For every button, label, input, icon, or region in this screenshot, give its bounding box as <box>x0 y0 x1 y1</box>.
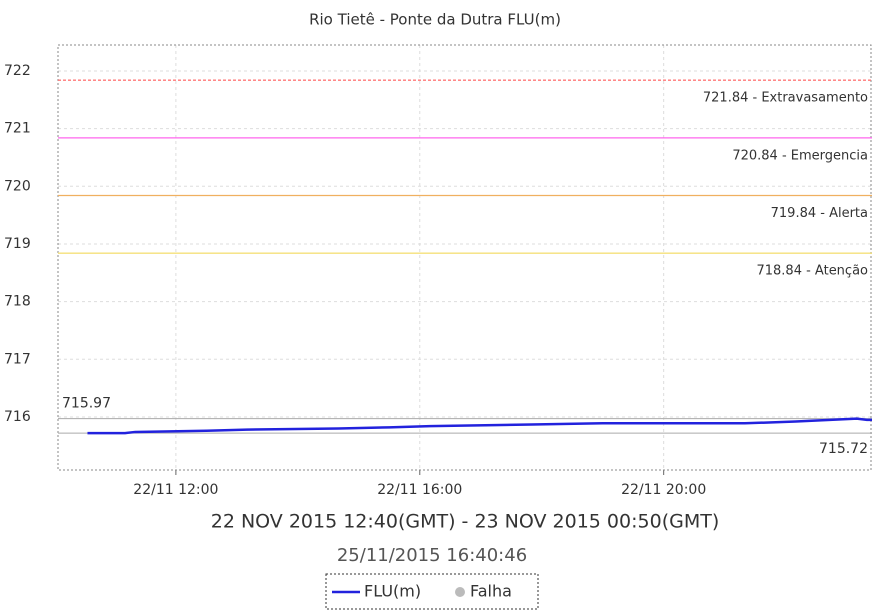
y-tick-label: 722 <box>4 63 31 79</box>
y-tick-label: 720 <box>4 178 31 194</box>
chart-title: Rio Tietê - Ponte da Dutra FLU(m) <box>309 11 561 29</box>
threshold-label: 720.84 - Emergencia <box>732 148 868 163</box>
legend-box <box>325 573 539 610</box>
threshold-label: 718.84 - Atenção <box>756 264 868 279</box>
x-tick-label: 22/11 16:00 <box>377 482 462 498</box>
y-tick-label: 717 <box>4 351 31 367</box>
x-tick-label: 22/11 12:00 <box>133 482 218 498</box>
y-tick-label: 718 <box>4 294 31 310</box>
y-tick-label: 721 <box>4 121 31 137</box>
subtitle: 22 NOV 2015 12:40(GMT) - 23 NOV 2015 00:… <box>211 511 720 533</box>
x-tick-label: 22/11 20:00 <box>621 482 706 498</box>
data-line <box>87 417 872 435</box>
extreme-label: 715.72 <box>819 441 868 457</box>
threshold-label: 721.84 - Extravasamento <box>703 91 868 106</box>
threshold-label: 719.84 - Alerta <box>771 206 868 221</box>
timestamp: 25/11/2015 16:40:46 <box>337 545 527 566</box>
legend-label: Falha <box>470 582 512 601</box>
legend-swatch <box>455 587 465 597</box>
extreme-label: 715.97 <box>62 396 111 412</box>
plot-border <box>57 44 872 471</box>
legend-label: FLU(m) <box>364 582 421 601</box>
y-tick-label: 719 <box>4 236 31 252</box>
y-tick-label: 716 <box>4 409 31 425</box>
